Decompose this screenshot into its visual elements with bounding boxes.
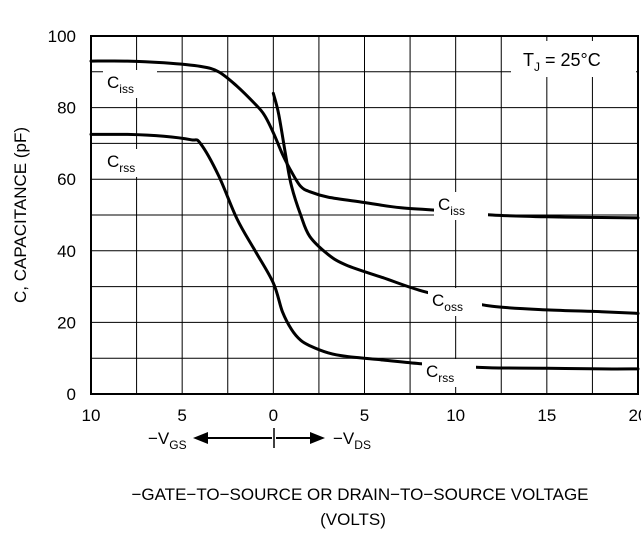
- tick-labels: 10 5 0 5 10 15 20 0 20 40 60 80 100: [48, 27, 641, 425]
- x-tick-label: 10: [446, 406, 465, 425]
- y-tick-label: 60: [57, 170, 76, 189]
- x-tick-label: 5: [177, 406, 186, 425]
- y-tick-label: 100: [48, 27, 76, 46]
- curve-label-c-rss: Crss: [107, 152, 135, 175]
- x-tick-label: 10: [82, 406, 101, 425]
- x-tick-label: 15: [537, 406, 556, 425]
- curve-label-bg: [103, 149, 157, 177]
- vds-label: −VDS: [333, 429, 371, 452]
- vgs-label: −VGS: [148, 429, 187, 452]
- curve-label-bg: [434, 192, 488, 220]
- x-tick-label: 20: [629, 406, 641, 425]
- vds-arrow-head: [310, 432, 325, 444]
- curve-label-c-rss: Crss: [426, 362, 454, 385]
- curve-labels: Ciss Ciss Coss Crss Crss: [103, 70, 488, 387]
- series-line-c-oss: [271, 91, 640, 315]
- curve-label-c-iss: Ciss: [107, 73, 134, 96]
- x-axis-label-line2: (VOLTS): [320, 510, 386, 529]
- grid: [91, 36, 638, 394]
- curve-label-bg: [103, 70, 157, 98]
- curve-label-bg: [422, 359, 476, 387]
- y-tick-label: 0: [67, 385, 76, 404]
- curve-label-c-iss: Ciss: [438, 195, 465, 218]
- y-axis-label: C, CAPACITANCE (pF): [11, 127, 30, 303]
- temperature-annotation: TJ = 25°C: [511, 41, 636, 77]
- y-tick-label: 40: [57, 242, 76, 261]
- voltage-direction-indicator: −VGS −VDS: [148, 428, 371, 452]
- x-tick-label: 5: [360, 406, 369, 425]
- y-tick-label: 80: [57, 99, 76, 118]
- vgs-arrow-head: [193, 432, 208, 444]
- annotation-box: [511, 41, 636, 77]
- curve-label-bg: [428, 288, 482, 316]
- x-tick-label: 0: [269, 406, 278, 425]
- curve-label-c-oss: Coss: [432, 291, 463, 314]
- plot-frame: [90, 35, 639, 395]
- y-tick-label: 20: [57, 313, 76, 332]
- x-axis-label-line1: −GATE−TO−SOURCE OR DRAIN−TO−SOURCE VOLTA…: [131, 485, 588, 504]
